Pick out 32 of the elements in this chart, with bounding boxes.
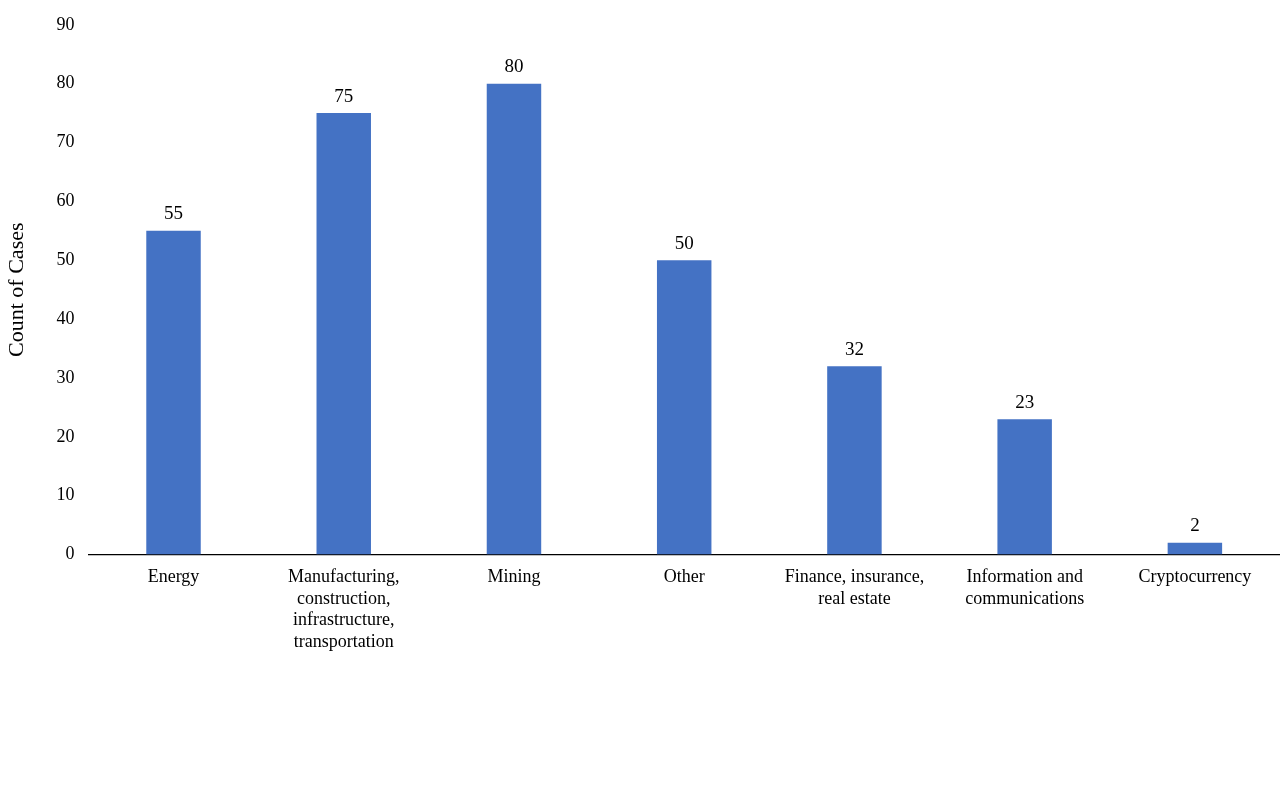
bar (827, 366, 882, 555)
y-tick-label: 10 (56, 484, 75, 505)
x-tick-label: Mining (487, 566, 541, 587)
y-axis-title: Count of Cases (2, 222, 28, 357)
data-label: 2 (1190, 514, 1200, 536)
bar (997, 419, 1052, 555)
y-tick-label: 0 (65, 543, 75, 564)
bar (316, 113, 371, 555)
data-label: 80 (504, 55, 524, 77)
x-tick-label: Manufacturing, construction, infrastructure, transportation (288, 566, 400, 651)
x-tick-label: Energy (147, 566, 200, 587)
data-label: 55 (164, 202, 184, 224)
x-tick-label: Information and communications (965, 566, 1085, 608)
y-tick-label: 80 (56, 72, 75, 93)
data-label: 50 (674, 231, 694, 253)
data-label: 32 (844, 337, 864, 359)
y-tick-label: 90 (56, 13, 75, 34)
y-tick-label: 30 (56, 366, 75, 387)
x-tick-label: Other (663, 566, 705, 587)
x-tick-label: Cryptocurrency (1138, 566, 1252, 587)
data-label: 75 (334, 84, 354, 106)
data-label: 23 (1015, 390, 1035, 412)
y-tick-label: 20 (56, 425, 75, 446)
bar (1167, 542, 1223, 555)
y-tick-label: 40 (56, 307, 75, 328)
y-tick-label: 70 (56, 131, 75, 152)
x-tick-label: Finance, insurance, real estate (784, 566, 925, 608)
bar (656, 260, 712, 555)
y-tick-label: 50 (56, 249, 75, 269)
y-tick-label: 60 (56, 190, 75, 211)
bar (146, 230, 201, 555)
bar (486, 83, 542, 555)
